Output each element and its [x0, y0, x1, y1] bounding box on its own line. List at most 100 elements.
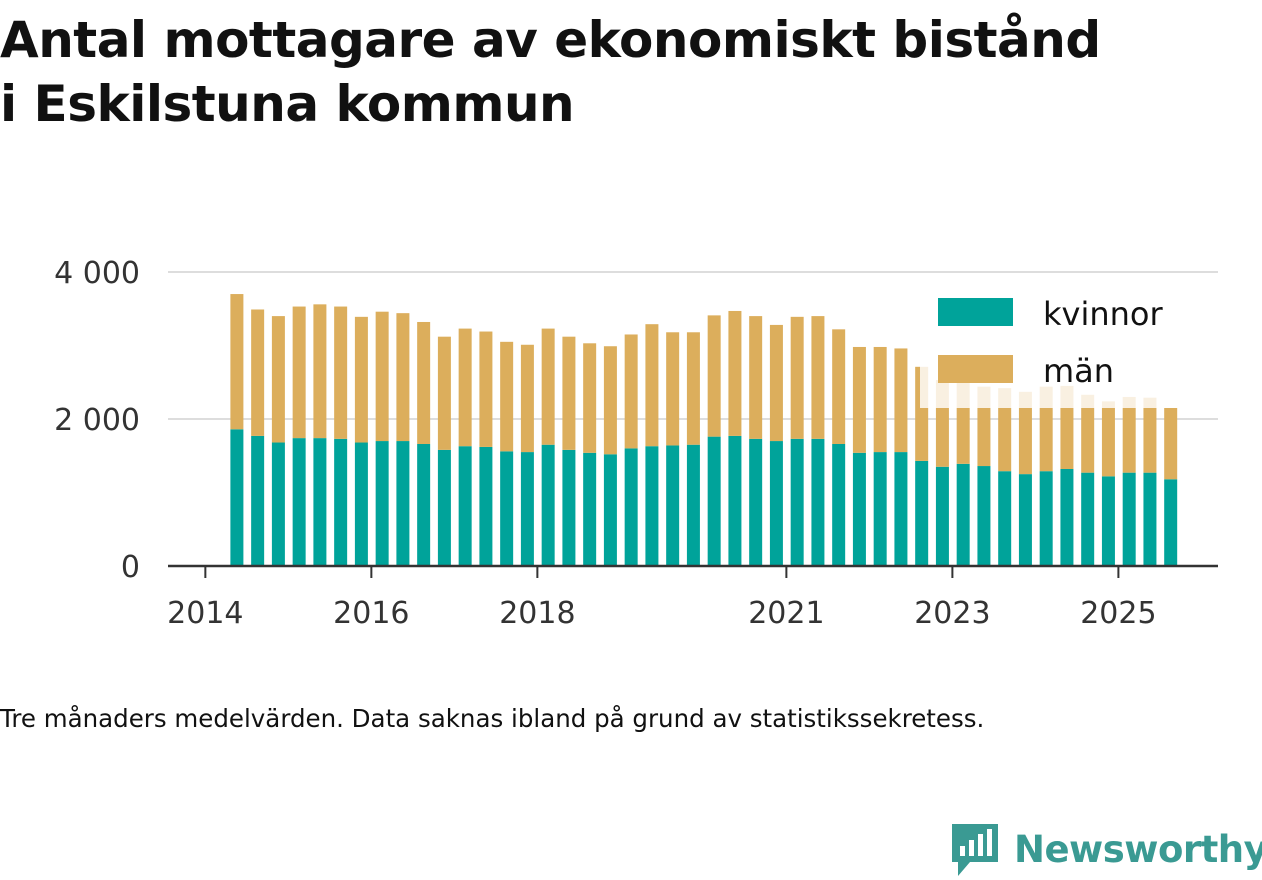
bar-kvinnor [603, 454, 617, 566]
bar-kvinnor [915, 460, 929, 566]
bar-män [666, 332, 680, 446]
title-line-2: i Eskilstuna kommun [0, 75, 575, 133]
bar-kvinnor [624, 448, 638, 566]
legend: kvinnor män [920, 292, 1188, 408]
bar-kvinnor [666, 445, 680, 566]
bar-män [749, 316, 763, 439]
bar-kvinnor [479, 446, 493, 566]
bar-män [1122, 396, 1136, 473]
bar-män [852, 346, 866, 453]
brand-name: Newsworthy [1014, 827, 1262, 871]
bar-kvinnor [271, 442, 285, 566]
bar-män [998, 388, 1012, 472]
y-tick-label: 4 000 [54, 256, 140, 291]
bar-kvinnor [956, 463, 970, 566]
bar-kvinnor [1122, 472, 1136, 566]
bar-män [354, 316, 368, 443]
bar-kvinnor [707, 436, 721, 566]
legend-swatch-män [938, 355, 1013, 383]
bar-kvinnor [417, 443, 431, 566]
bar-kvinnor [749, 438, 763, 566]
bar-män [790, 316, 804, 439]
bar-kvinnor [1101, 476, 1115, 566]
axes: 0 2 000 4 000 2014 2016 2018 2021 2023 2025 [54, 256, 1218, 631]
bar-kvinnor [790, 438, 804, 566]
bar-män [458, 328, 472, 447]
x-tick-label: 2016 [333, 596, 409, 631]
bar-kvinnor [1143, 472, 1157, 566]
bar-män [396, 313, 410, 442]
bar-män [375, 311, 389, 442]
bar-män [707, 315, 721, 437]
bar-män [479, 331, 493, 447]
bar-kvinnor [852, 452, 866, 566]
bar-kvinnor [873, 452, 887, 566]
bar-män [1164, 407, 1178, 480]
bar-kvinnor [313, 438, 327, 566]
x-tick-label: 2023 [914, 596, 990, 631]
bar-män [832, 329, 846, 444]
newsworthy-logo-icon [952, 824, 998, 876]
bar-kvinnor [458, 446, 472, 566]
x-tick-label: 2021 [748, 596, 824, 631]
bar-kvinnor [832, 443, 846, 566]
brand-logo: Newsworthy [950, 818, 1262, 880]
bar-kvinnor [541, 444, 555, 566]
bar-män [873, 346, 887, 453]
stacked-bar-chart: 0 2 000 4 000 2014 2016 2018 2021 2023 2025 kvin… [54, 256, 1218, 631]
bar-män [645, 324, 659, 447]
bar-kvinnor [769, 441, 783, 566]
bar-kvinnor [500, 451, 514, 566]
bar-män [334, 306, 348, 439]
bar-män [271, 316, 285, 443]
bar-män [1143, 397, 1157, 473]
legend-label-män: män [1043, 352, 1114, 390]
bar-kvinnor [998, 471, 1012, 566]
bar-män [1081, 394, 1095, 473]
bar-kvinnor [1018, 474, 1032, 566]
bar-män [769, 324, 783, 442]
title-line-1: Antal mottagare av ekonomiskt bistånd [0, 11, 1101, 69]
bar-kvinnor [1164, 479, 1178, 566]
bars [230, 294, 1178, 566]
chart-title: Antal mottagare av ekonomiskt bistånd i … [0, 8, 1262, 136]
bar-kvinnor [1039, 471, 1053, 566]
bar-män [1018, 391, 1032, 475]
bar-kvinnor [251, 435, 265, 566]
bar-kvinnor [396, 441, 410, 566]
bar-män [603, 346, 617, 455]
bar-män [562, 336, 576, 450]
bar-män [624, 334, 638, 449]
bar-kvinnor [520, 452, 534, 566]
bar-kvinnor [1060, 468, 1074, 566]
bar-män [811, 316, 825, 439]
x-tick-label: 2025 [1080, 596, 1156, 631]
y-tick-label: 2 000 [54, 403, 140, 438]
bar-män [686, 332, 700, 445]
bar-kvinnor [1081, 472, 1095, 566]
bar-kvinnor [583, 452, 597, 566]
bar-män [583, 343, 597, 453]
bar-kvinnor [375, 441, 389, 566]
bar-män [500, 341, 514, 452]
x-tick-label: 2014 [167, 596, 243, 631]
bar-kvinnor [292, 438, 306, 566]
bar-män [417, 321, 431, 444]
x-tick-label: 2018 [499, 596, 575, 631]
bar-män [1101, 401, 1115, 477]
legend-swatch-kvinnor [938, 298, 1013, 326]
bar-män [230, 294, 244, 430]
bar-kvinnor [977, 466, 991, 566]
bar-män [292, 306, 306, 439]
bar-män [313, 304, 327, 439]
bar-kvinnor [728, 435, 742, 566]
bar-kvinnor [334, 438, 348, 566]
bar-kvinnor [894, 452, 908, 566]
bar-kvinnor [645, 446, 659, 566]
chart-caption: Tre månaders medelvärden. Data saknas ib… [0, 704, 985, 733]
bar-män [520, 344, 534, 453]
bar-kvinnor [935, 466, 949, 566]
bar-män [728, 310, 742, 436]
bar-män [541, 328, 555, 445]
bar-kvinnor [437, 449, 451, 566]
